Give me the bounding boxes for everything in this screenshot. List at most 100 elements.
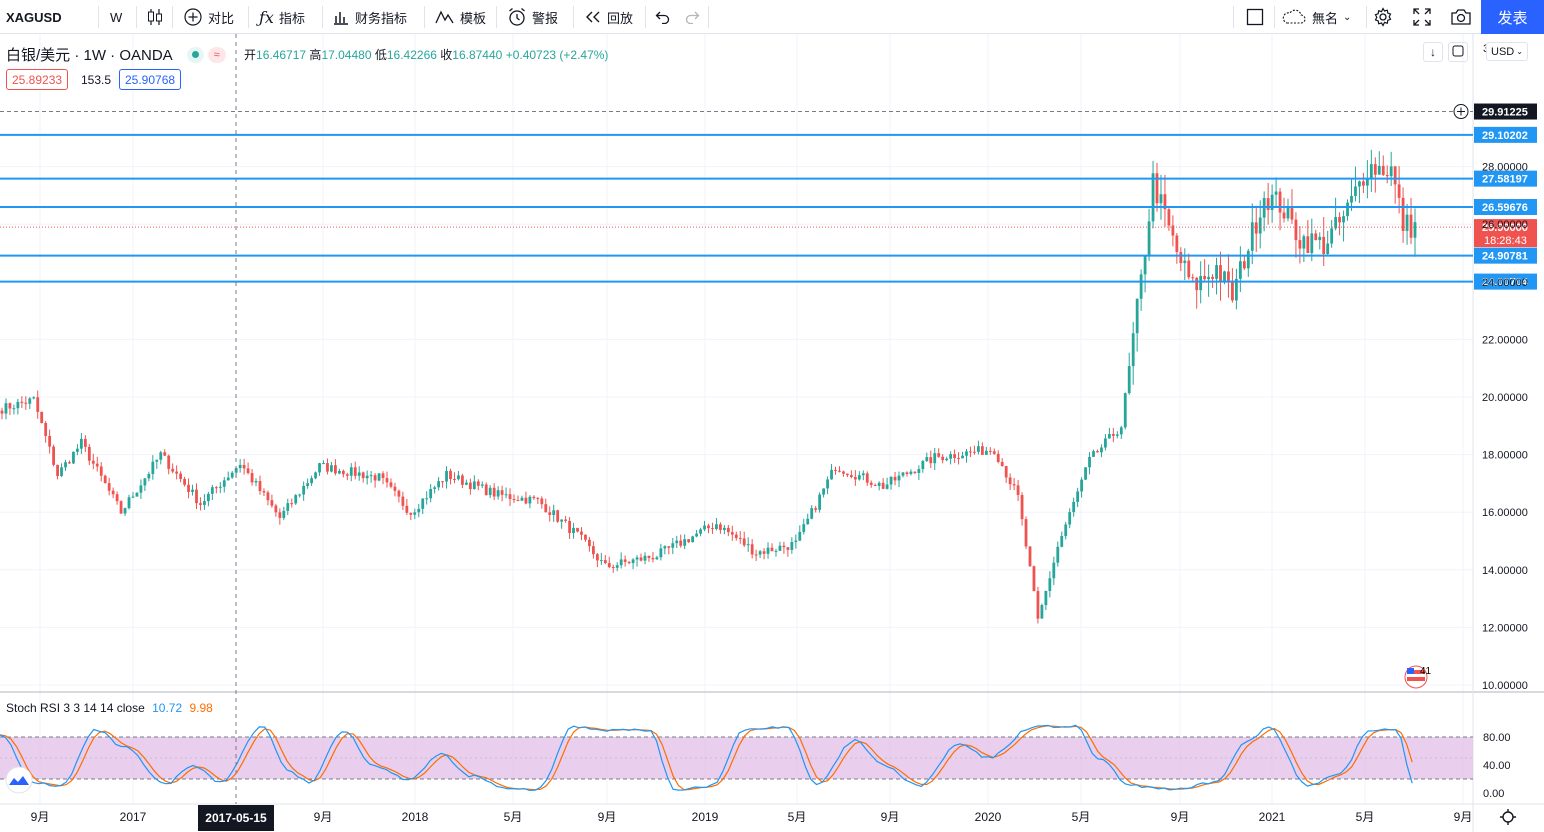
- camera-icon: [1450, 8, 1472, 26]
- price-tick-label: 22.00000: [1482, 334, 1528, 346]
- candle-body: [341, 470, 345, 475]
- currency-button[interactable]: USD ⌄: [1486, 42, 1528, 61]
- maximize-pane-button[interactable]: [1448, 42, 1468, 62]
- horizontal-lines[interactable]: [0, 111, 1473, 283]
- symbol-legend[interactable]: 白银/美元 · 1W · OANDA ≈: [6, 44, 226, 65]
- financials-button[interactable]: 财务指标: [332, 0, 407, 34]
- sell-price-button[interactable]: 25.89233: [6, 69, 69, 90]
- candle-body: [1215, 265, 1218, 279]
- candle-body: [687, 539, 691, 543]
- candle-body: [1250, 222, 1254, 251]
- candle-body: [36, 397, 40, 412]
- candle-body: [885, 484, 889, 489]
- candle-body: [703, 525, 706, 530]
- candle-body: [738, 538, 742, 540]
- candle-body: [187, 484, 190, 492]
- chart-style-button[interactable]: [146, 0, 164, 34]
- indicators-button[interactable]: ƒx 指标: [259, 0, 305, 34]
- candle-body: [1052, 562, 1056, 579]
- candle-body: [64, 462, 67, 468]
- layout-name-menu[interactable]: 無名 ⌄: [1281, 0, 1351, 34]
- alert-button[interactable]: 警报: [507, 0, 558, 34]
- candle-body: [425, 498, 429, 500]
- candle-body: [218, 486, 222, 488]
- layout-button[interactable]: [1246, 0, 1264, 34]
- candle-body: [24, 402, 28, 404]
- candle-body: [1159, 194, 1163, 204]
- interval-button[interactable]: W: [110, 0, 122, 34]
- candle-body: [1389, 166, 1393, 177]
- candle-body: [1322, 236, 1326, 255]
- candle-body: [95, 463, 99, 467]
- chart-area[interactable]: 29.91225 29.10202 27.58197 26.59676 25.90000…: [0, 34, 1544, 832]
- snapshot-button[interactable]: [1450, 0, 1472, 34]
- candle-body: [433, 487, 437, 489]
- candle-body: [393, 486, 397, 491]
- redo-button[interactable]: [684, 0, 700, 34]
- currency-label: USD: [1491, 45, 1515, 58]
- candle-body: [377, 473, 381, 481]
- events-count-label: 41: [1420, 666, 1432, 677]
- open-label: 开: [244, 48, 257, 62]
- candle-body: [413, 512, 417, 515]
- time-tick-label: 2018: [402, 810, 429, 824]
- candle-body: [48, 435, 52, 447]
- candle-body: [143, 478, 147, 486]
- candle-body: [683, 539, 687, 546]
- candle-body: [1183, 260, 1187, 264]
- candle-body: [1100, 447, 1103, 453]
- publish-button[interactable]: 发表: [1481, 0, 1544, 34]
- stoch-rsi-legend[interactable]: Stoch RSI 3 3 14 14 close 10.72 9.98: [6, 701, 213, 715]
- candle-body: [353, 467, 357, 476]
- price-tick-label: 16.00000: [1482, 507, 1528, 519]
- settings-button[interactable]: [1373, 0, 1393, 34]
- fullscreen-icon: [1412, 7, 1432, 27]
- candle-body: [834, 469, 837, 471]
- candle-body: [1008, 477, 1012, 485]
- compare-button[interactable]: 对比: [183, 0, 234, 34]
- stoch-rsi-lines: [0, 724, 1413, 792]
- candle-body: [99, 466, 103, 476]
- candle-body: [60, 467, 63, 477]
- candle-body: [191, 489, 194, 492]
- buy-price-button[interactable]: 25.90768: [119, 69, 182, 90]
- candle-body: [262, 491, 266, 493]
- candle-body: [32, 397, 36, 399]
- candle-body: [457, 475, 460, 480]
- replay-button[interactable]: 回放: [584, 0, 633, 34]
- candle-body: [179, 473, 183, 479]
- candle-body: [111, 490, 115, 495]
- candle-body: [572, 527, 575, 533]
- rewind-icon: [584, 10, 602, 24]
- stoch-tick-label: 0.00: [1483, 788, 1504, 800]
- candle-body: [1032, 566, 1036, 592]
- data-delay-icon: ≈: [207, 46, 226, 63]
- candle-body: [1020, 495, 1024, 520]
- candle-body: [1246, 250, 1250, 269]
- candle-body: [429, 488, 433, 499]
- candle-body: [826, 479, 829, 489]
- candle-body: [282, 510, 286, 518]
- candle-body: [294, 495, 298, 504]
- templates-button[interactable]: 模板: [435, 0, 486, 34]
- stoch-tick-label: 80.00: [1483, 732, 1511, 744]
- candle-body: [318, 463, 321, 473]
- candles-icon: [146, 7, 164, 27]
- candle-body: [302, 485, 306, 495]
- candle-body: [464, 482, 468, 485]
- candle-body: [1139, 274, 1143, 299]
- axis-settings-gear-icon[interactable]: [1502, 811, 1514, 823]
- symbol-search[interactable]: XAGUSD: [6, 0, 62, 34]
- candle-body: [52, 446, 55, 465]
- candle-body: [992, 451, 996, 454]
- scroll-down-button[interactable]: ↓: [1423, 42, 1443, 62]
- price-level-label: 24.90781: [1482, 251, 1528, 263]
- candle-body: [1175, 235, 1179, 253]
- price-label-bg: [1474, 247, 1537, 264]
- logo-mark: [9, 776, 29, 785]
- fullscreen-button[interactable]: [1412, 0, 1432, 34]
- undo-button[interactable]: [655, 0, 671, 34]
- candle-body: [1306, 236, 1310, 254]
- candle-body: [715, 524, 718, 529]
- candle-body: [44, 422, 48, 436]
